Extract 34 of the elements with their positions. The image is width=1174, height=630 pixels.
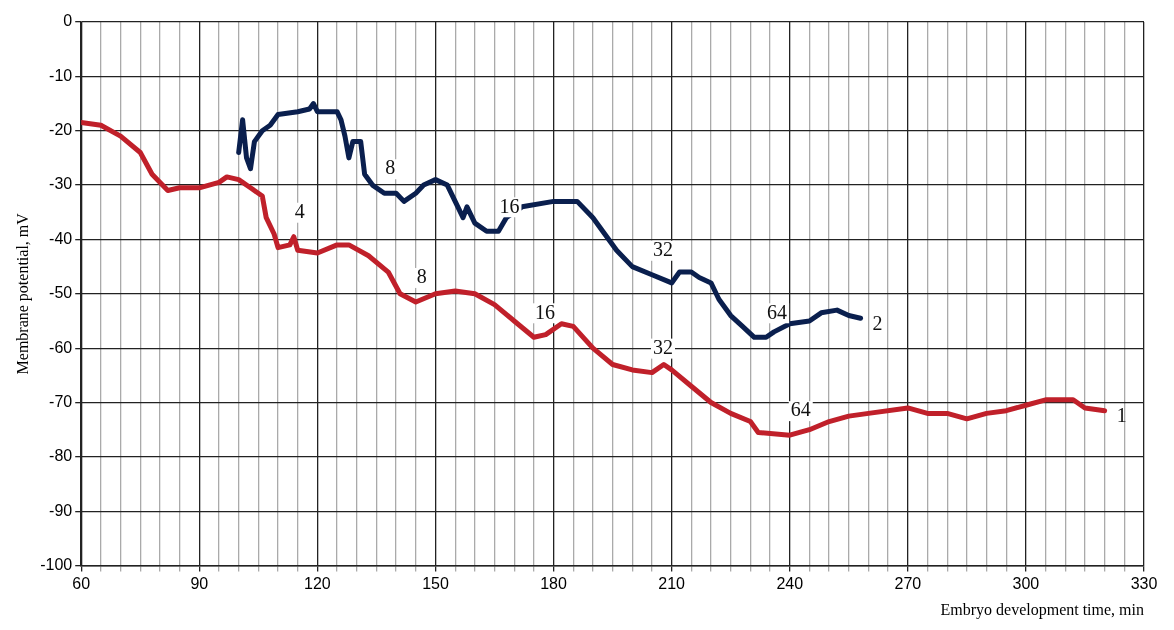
x-tick-label: 60 <box>72 574 91 592</box>
x-tick-label: 180 <box>540 574 568 592</box>
annotation: 16 <box>499 194 520 217</box>
y-tick-label: -60 <box>49 338 73 356</box>
annotation: 1 <box>1116 403 1127 426</box>
x-tick-label: 210 <box>658 574 686 592</box>
y-tick-label: -20 <box>49 121 73 139</box>
x-tick-label: 270 <box>894 574 922 592</box>
x-tick-label: 90 <box>190 574 209 592</box>
annotation: 8 <box>385 156 396 179</box>
annotation: 2 <box>872 311 883 334</box>
x-axis-title: Embryo development time, min <box>940 600 1144 619</box>
annotation: 32 <box>652 238 673 261</box>
x-tick-label: 240 <box>776 574 804 592</box>
annotation: 64 <box>767 300 788 323</box>
annotation: 8 <box>416 265 427 288</box>
annotation: 32 <box>652 335 673 358</box>
annotation: 4 <box>294 199 305 222</box>
y-tick-label: -40 <box>49 229 73 247</box>
y-tick-label: -30 <box>49 175 73 193</box>
y-axis-title: Membrane potential, mV <box>13 212 32 375</box>
x-tick-label: 300 <box>1012 574 1040 592</box>
x-tick-label: 150 <box>422 574 449 592</box>
x-tick-label: 120 <box>304 574 331 592</box>
y-tick-label: -100 <box>40 556 73 574</box>
y-tick-label: 0 <box>63 12 73 30</box>
annotation: 64 <box>790 398 811 421</box>
x-tick-label: 330 <box>1130 574 1158 592</box>
y-tick-label: -10 <box>49 66 73 84</box>
y-tick-label: -90 <box>49 501 73 519</box>
y-tick-label: -70 <box>49 392 73 410</box>
annotation: 16 <box>534 300 555 323</box>
y-tick-label: -80 <box>49 447 73 465</box>
y-tick-label: -50 <box>49 284 73 302</box>
